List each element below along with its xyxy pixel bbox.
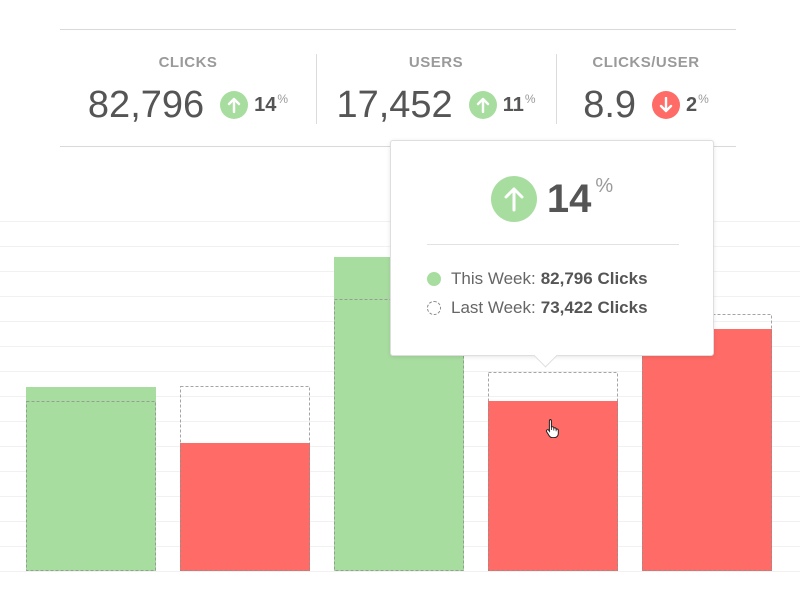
stat-clicks: CLICKS 82,796 14 % [60,30,316,146]
this-week-label: This Week: [451,269,536,288]
last-week-dot-icon [427,301,441,315]
stats-bar: CLICKS 82,796 14 % USERS 17,452 11 % CLI… [60,30,736,146]
bar-last-week [642,314,772,571]
stat-divider [316,54,317,124]
bar-this-week [180,443,310,571]
stat-change: 11 [502,93,524,116]
tooltip-this-week: This Week: 82,796 Clicks [427,268,648,290]
stat-label: CLICKS [158,54,218,71]
percent-sign: % [698,92,709,106]
stat-change: 14 [254,93,277,116]
arrow-up-icon [220,91,249,119]
arrow-up-icon [490,176,537,222]
this-week-dot-icon [427,272,441,286]
tooltip-divider [427,244,679,245]
arrow-up-icon [468,91,497,119]
tooltip: 14 % This Week: 82,796 Clicks Last Week:… [390,140,714,368]
stat-label: CLICKS/USER [592,54,700,71]
bar-this-week [642,329,772,571]
arrow-down-icon [652,91,681,119]
percent-sign: % [524,92,536,106]
stat-value: 82,796 [87,83,205,126]
this-week-value: 82,796 Clicks [540,269,648,288]
stat-value: 8.9 [583,83,637,126]
stat-label: USERS [408,54,464,71]
last-week-label: Last Week: [451,298,536,317]
tooltip-last-week: Last Week: 73,422 Clicks [427,297,648,319]
last-week-value: 73,422 Clicks [540,298,648,317]
bar-this-week [26,387,156,571]
hand-pointer-icon [545,419,559,438]
stat-value: 17,452 [336,83,453,126]
stat-clicks-per-user: CLICKS/USER 8.9 2 % [556,30,736,146]
bar-last-week [488,372,618,571]
bar-last-week [26,401,156,571]
stat-change: 2 [686,93,698,116]
stat-users: USERS 17,452 11 % [316,30,556,146]
bar-last-week [180,386,310,571]
percent-sign: % [595,175,614,197]
tooltip-change: 14 [546,176,592,221]
stat-divider [556,54,557,124]
top-rule [60,29,736,30]
percent-sign: % [277,92,289,106]
